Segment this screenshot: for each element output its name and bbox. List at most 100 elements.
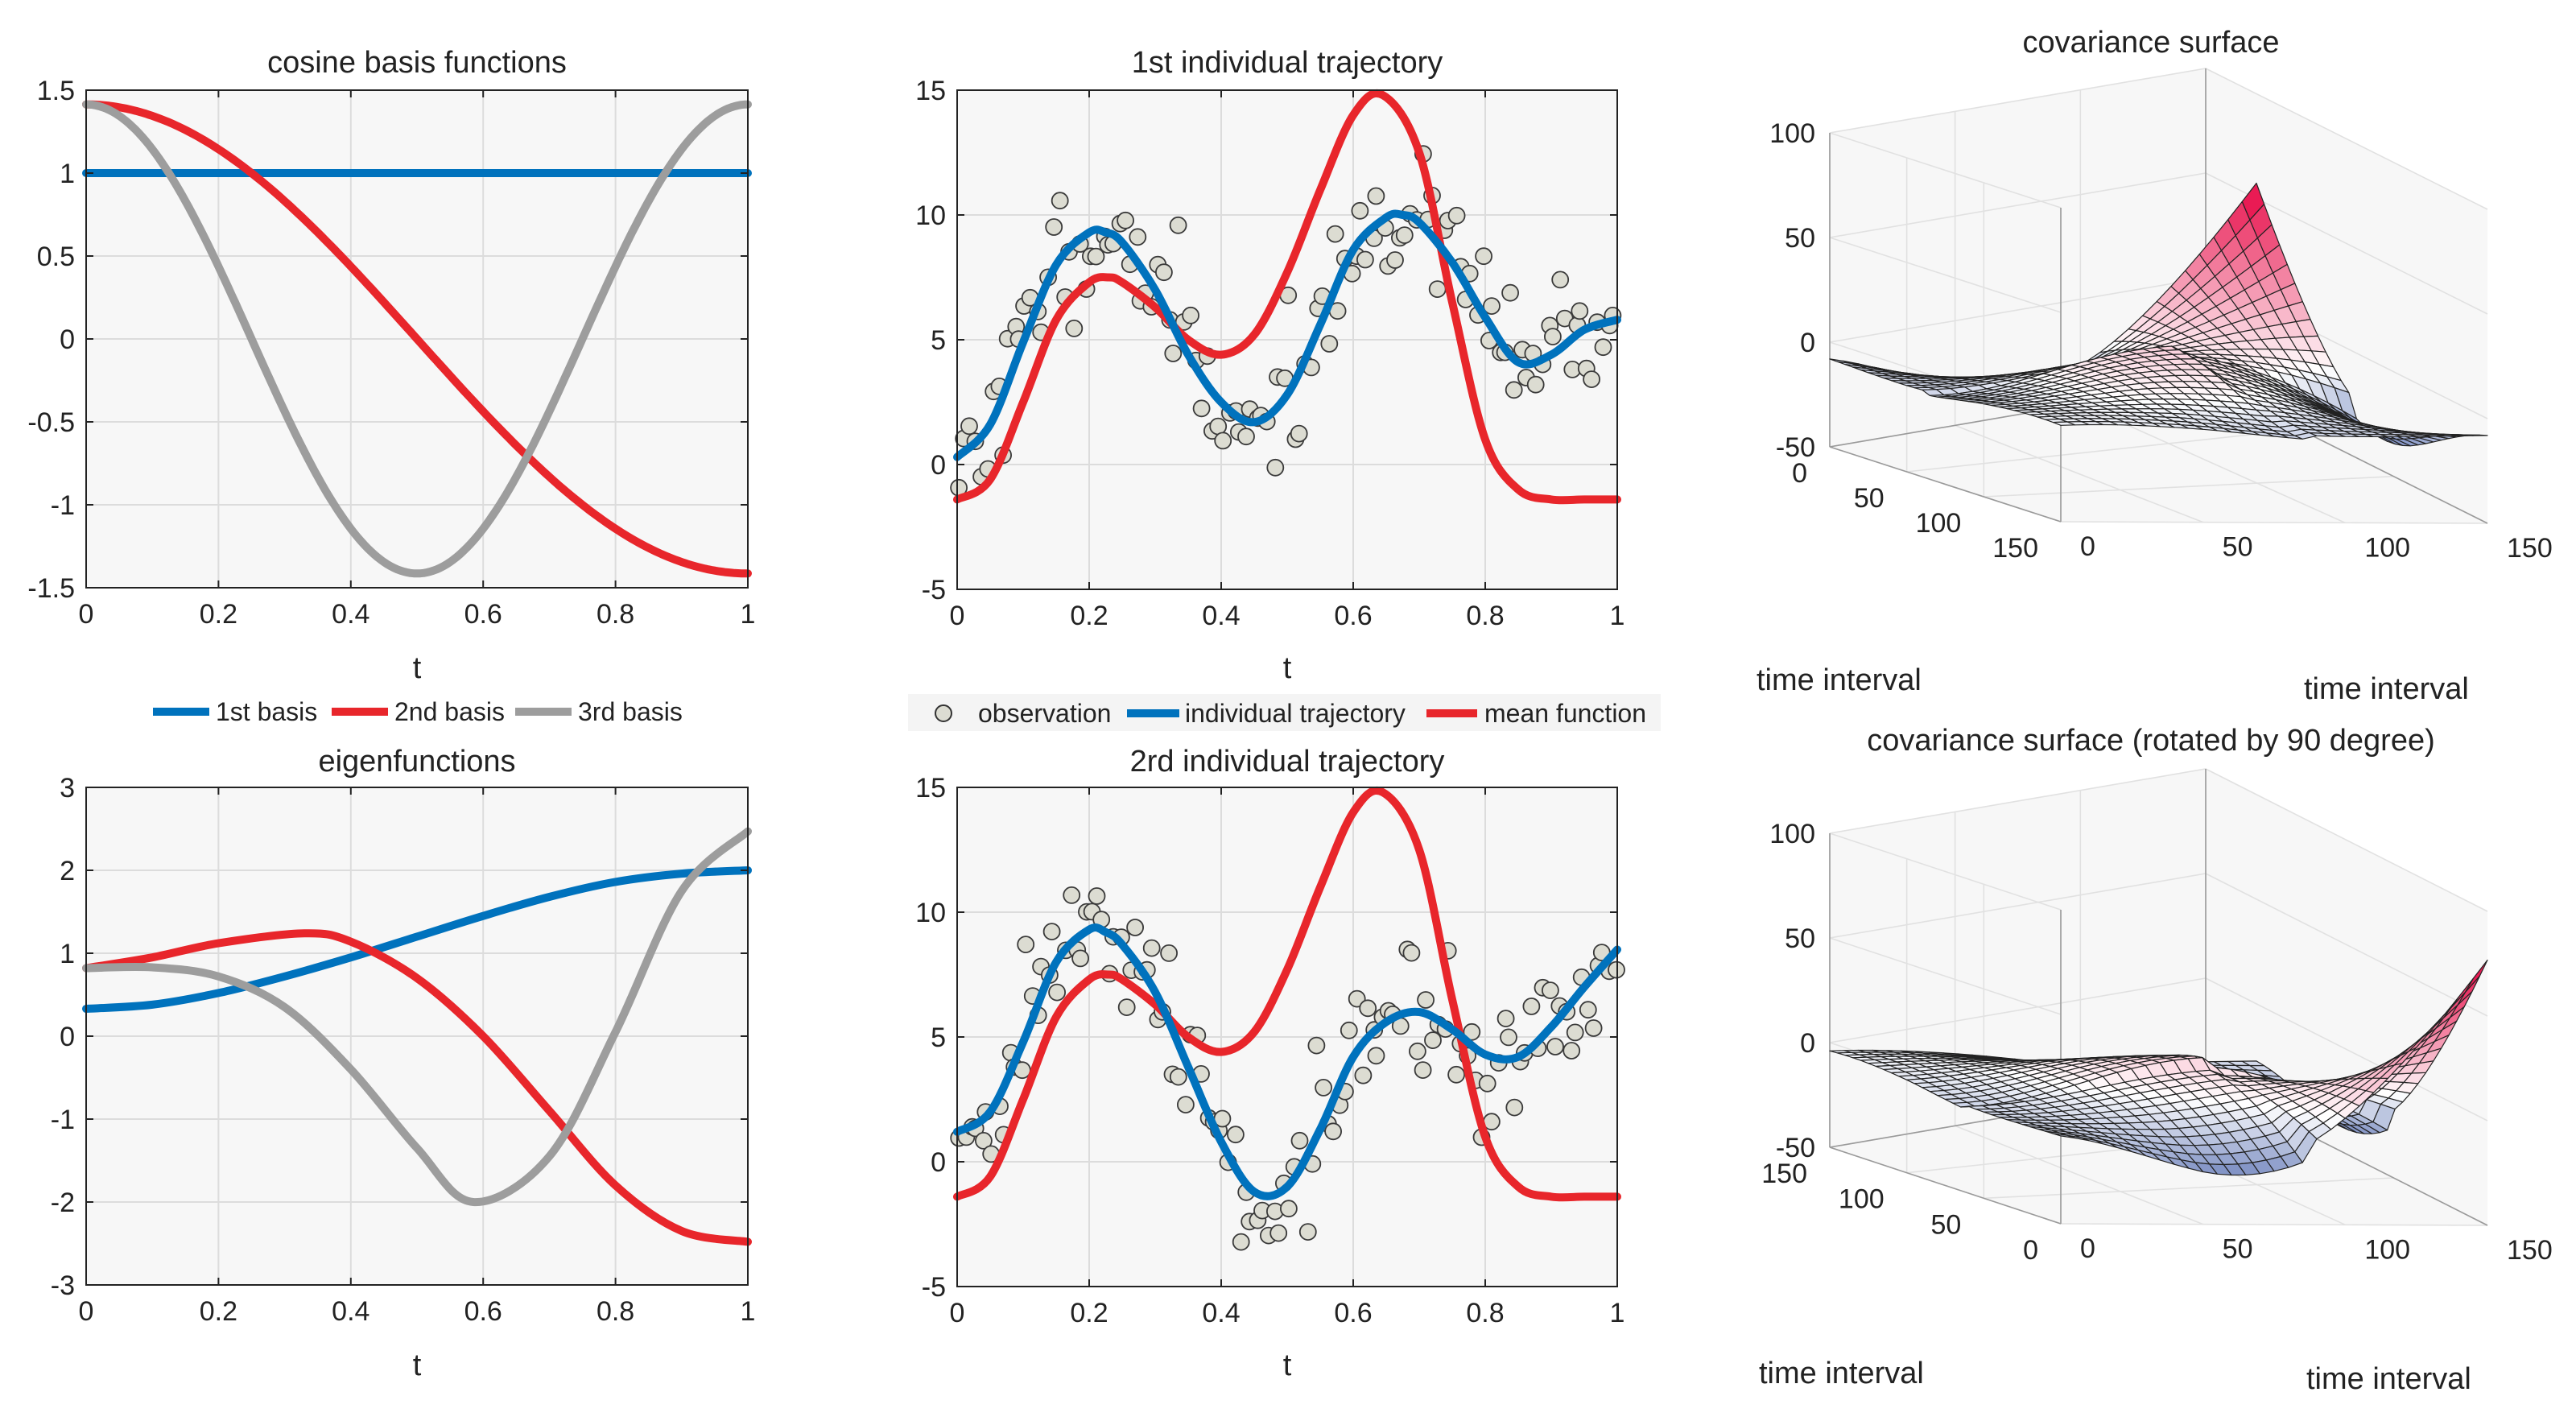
floor-gridline	[1955, 424, 2203, 523]
2nd-eigenfunction-line	[82, 929, 752, 1246]
surface-patch	[2465, 959, 2488, 993]
observation-point	[1117, 211, 1134, 229]
x-tick-label: 0.2	[200, 599, 237, 630]
covariance-surface-rotated-ticks: -50 0 50 100 0 50 100 150 0 50 100 150	[1761, 819, 2552, 1266]
3rd-basis-line	[82, 100, 752, 578]
observation-point	[975, 1132, 993, 1150]
x-tick-label: 1	[1610, 601, 1625, 631]
y-axis-tick-label: 50	[2223, 1234, 2253, 1265]
observation-point	[1126, 919, 1144, 936]
y-tick-label: 0	[60, 1022, 75, 1052]
x-axis-tick-label: 100	[1839, 1184, 1885, 1215]
x-tick-label: 0	[79, 1296, 94, 1327]
observation-point	[1505, 1098, 1524, 1117]
floor-gridline	[2060, 1223, 2488, 1226]
trajectory-1-title: 1st individual trajectory	[1132, 46, 1443, 80]
x-tick-label: 0	[79, 599, 94, 630]
observation-point	[1526, 375, 1545, 394]
y-axis-tick-label: 50	[2223, 532, 2253, 563]
floor-gridline	[1984, 1177, 2394, 1200]
observation-point	[1192, 399, 1211, 418]
observation-point	[1501, 283, 1519, 302]
observation-point	[1594, 338, 1612, 357]
legend-observation-marker	[935, 704, 952, 722]
observation-point	[1266, 458, 1285, 477]
basis-series	[82, 100, 752, 578]
x-tick-label: 0.6	[1334, 601, 1372, 631]
wall-gridline	[1829, 873, 2488, 1017]
observation-point	[1290, 424, 1308, 443]
observation-point	[1551, 271, 1570, 289]
legend-individual-trajectory-label: individual trajectory	[1185, 699, 1406, 728]
z-tick-label: -50	[1776, 432, 1815, 463]
x-tick-label: 1	[741, 1296, 756, 1327]
observation-point	[1269, 1224, 1288, 1242]
observation-point	[1087, 247, 1105, 266]
wall-gridline	[1829, 68, 2488, 210]
legend-observation-label: observation	[978, 699, 1111, 728]
2nd-basis-line	[82, 100, 752, 578]
y-tick-label: 1	[60, 939, 75, 969]
x-tick-label: 0.8	[1466, 601, 1504, 631]
observation-point	[1447, 206, 1466, 225]
x-tick-label: 0.8	[597, 599, 634, 630]
observation-point	[1169, 216, 1187, 234]
y-tick-label: 2	[60, 856, 75, 886]
observation-point	[1177, 1096, 1195, 1113]
observation-point	[1326, 225, 1344, 243]
observation-point	[1214, 432, 1232, 450]
observation-point	[1307, 1036, 1326, 1055]
basis-chart: 0 0.2 0.4 0.6 0.8 1 -1.5 -1 -0.5 0 0.5 1 1.5 cosine …	[27, 46, 755, 685]
floor-gridline	[2060, 521, 2488, 524]
y-tick-label: 5	[931, 1022, 946, 1053]
observation-point	[1315, 1079, 1332, 1097]
observation-point	[1063, 886, 1081, 904]
individual-trajectory-line	[953, 923, 1621, 1200]
y-tick-label: 5	[931, 325, 946, 356]
y-axis-tick-label: 100	[2364, 1234, 2410, 1265]
observation-point	[1359, 999, 1377, 1018]
trajectory-2-xlabel: t	[1283, 1349, 1292, 1382]
observation-point	[1505, 381, 1523, 399]
observation-point	[1500, 1028, 1517, 1047]
basis-title: cosine basis functions	[267, 46, 567, 80]
y-tick-label: 1.5	[37, 76, 75, 106]
legend-3rd-basis-label: 3rd basis	[578, 697, 683, 726]
observation-point	[1522, 998, 1541, 1015]
x-tick-label: 0	[950, 601, 965, 631]
eigenfunctions-title: eigenfunctions	[318, 745, 515, 779]
observation-point	[1386, 251, 1404, 269]
eigenfunctions-series	[82, 827, 752, 1246]
legend-1st-basis-label: 1st basis	[216, 697, 317, 726]
floor-gridline	[1955, 1125, 2203, 1225]
trajectory-2-series	[950, 787, 1625, 1251]
trajectory-2-title: 2rd individual trajectory	[1130, 745, 1445, 779]
trajectory-1-xlabel: t	[1283, 651, 1292, 685]
wall-gridline	[1829, 172, 2488, 315]
covariance-surface-xlabel: time interval	[1757, 663, 1922, 697]
observation-point	[1356, 250, 1374, 269]
floor-gridline	[1984, 475, 2394, 498]
x-tick-label: 0.6	[464, 1296, 502, 1327]
y-tick-label: 1	[60, 159, 75, 189]
x-axis-tick-label: 150	[1992, 533, 2038, 564]
observation-point	[1447, 1065, 1465, 1084]
observation-point	[1483, 297, 1501, 316]
observation-point	[1496, 1010, 1515, 1027]
y-tick-label: -1	[51, 490, 75, 521]
x-tick-label: 0	[950, 1298, 965, 1328]
wall-gridline	[1829, 768, 2488, 912]
z-tick-label: 50	[1785, 223, 1815, 254]
observation-point	[1129, 228, 1147, 246]
observation-point	[1367, 1047, 1385, 1065]
observation-point	[1051, 192, 1069, 210]
observation-point	[1142, 939, 1161, 957]
observation-point	[1320, 335, 1339, 353]
x-tick-label: 0.6	[1334, 1298, 1372, 1328]
trajectory-legend-box	[908, 694, 1661, 731]
covariance-surface-rotated-ylabel: time interval	[2306, 1362, 2471, 1396]
observation-point	[1478, 1074, 1496, 1093]
